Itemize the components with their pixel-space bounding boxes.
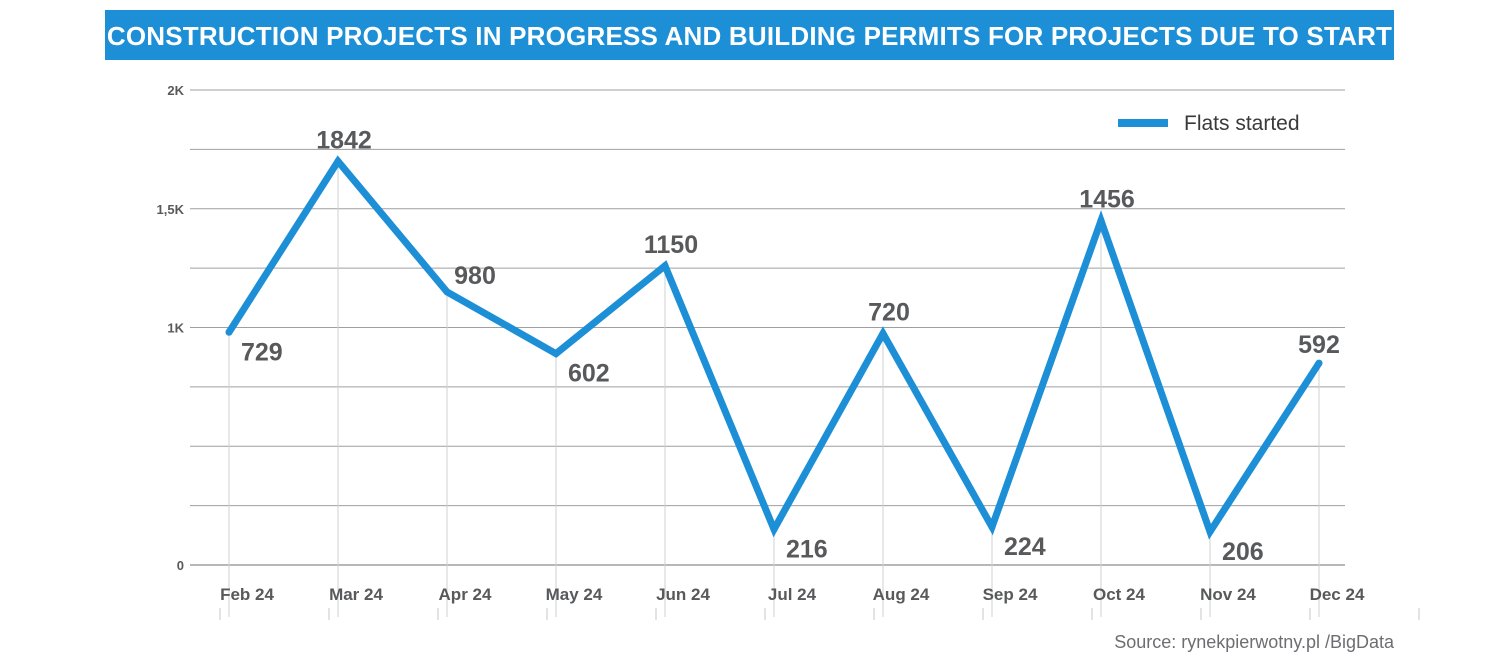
data-point <box>334 157 342 165</box>
y-tick-label: 1,5K <box>157 202 185 217</box>
data-label: 216 <box>786 535 828 563</box>
x-tick-label: Mar 24 <box>329 585 383 604</box>
x-tick-label: Dec 24 <box>1310 585 1365 604</box>
series-line-flats-started <box>226 155 1322 540</box>
x-tick-label: Apr 24 <box>439 585 492 604</box>
data-label: 224 <box>1004 533 1046 561</box>
data-label: 729 <box>241 338 283 366</box>
legend-swatch <box>1118 119 1168 127</box>
data-label: 1456 <box>1079 186 1135 214</box>
data-label: 206 <box>1222 538 1264 566</box>
x-tick-label: Oct 24 <box>1093 585 1146 604</box>
x-tick-label: Jul 24 <box>768 585 817 604</box>
x-tick-label: May 24 <box>546 585 603 604</box>
data-point <box>1315 359 1323 367</box>
x-tick-label: Nov 24 <box>1200 585 1256 604</box>
data-label: 602 <box>568 360 610 388</box>
data-point <box>1206 528 1214 536</box>
x-tick-label: Aug 24 <box>873 585 930 604</box>
chart-title: CONSTRUCTION PROJECTS IN PROGRESS AND BU… <box>106 21 1393 51</box>
data-point <box>225 328 233 336</box>
data-point <box>770 525 778 533</box>
legend-label: Flats started <box>1184 112 1300 135</box>
y-tick-label: 1K <box>167 321 184 336</box>
data-point <box>661 262 669 270</box>
source-note: Source: rynekpierwotny.pl /BigData <box>1114 632 1394 652</box>
data-label: 720 <box>868 298 910 326</box>
x-tick-label: Sep 24 <box>983 585 1038 604</box>
y-tick-label: 0 <box>177 558 184 573</box>
data-label: 980 <box>454 262 496 290</box>
title-banner: CONSTRUCTION PROJECTS IN PROGRESS AND BU… <box>105 10 1394 60</box>
data-point <box>443 288 451 296</box>
data-label: 1150 <box>644 231 698 259</box>
data-point <box>552 350 560 358</box>
data-label: 592 <box>1298 331 1340 359</box>
x-tick-label: Jun 24 <box>656 585 710 604</box>
data-label: 1842 <box>316 126 372 154</box>
data-point <box>1097 217 1105 225</box>
data-point <box>988 523 996 531</box>
y-tick-label: 2K <box>167 83 184 98</box>
x-tick-label: Feb 24 <box>220 585 274 604</box>
data-point <box>879 329 887 337</box>
